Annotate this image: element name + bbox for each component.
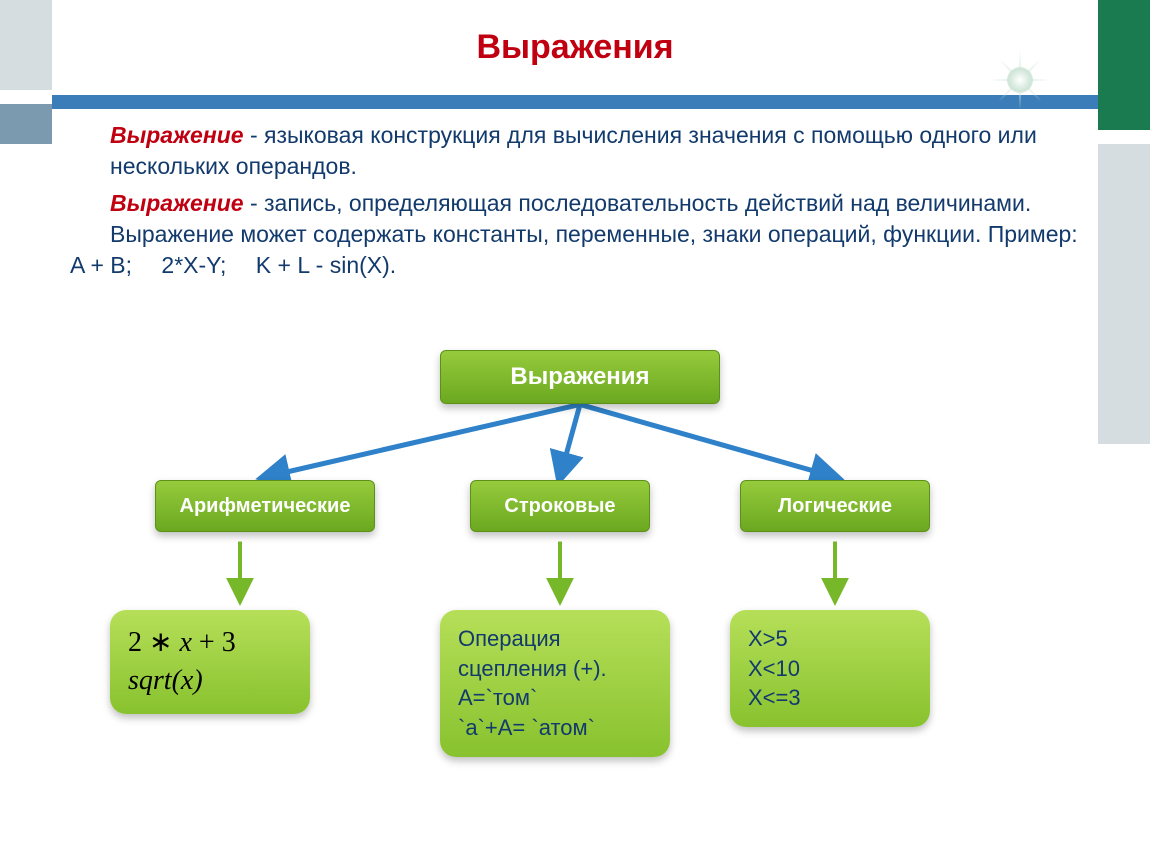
expressions-diagram: Выражения Арифметические Строковые Логич… <box>70 350 1080 864</box>
diagram-cat-logic: Логические <box>740 480 930 532</box>
diagram-connectors <box>70 350 1080 864</box>
definitions-block: Выражение - языковая конструкция для выч… <box>70 120 1080 281</box>
definition-2-text: - запись, определяющая последовательност… <box>110 190 1078 247</box>
page-title: Выражения <box>52 28 1098 67</box>
definition-2-term: Выражение <box>110 190 244 216</box>
definition-1-text: - языковая конструкция для вычисления зн… <box>110 122 1037 179</box>
example-arithmetic: 2 ∗ x + 3 sqrt(x) <box>110 610 310 714</box>
left-decor-bar <box>0 0 52 864</box>
diagram-cat-string: Строковые <box>470 480 650 532</box>
right-decor-bar <box>1098 0 1150 864</box>
definition-2: Выражение - запись, определяющая последо… <box>110 188 1080 281</box>
diagram-cat-arithmetic: Арифметические <box>155 480 375 532</box>
diagram-root-box: Выражения <box>440 350 720 404</box>
example-string: Операция сцепления (+). A=`том` `a`+A= `… <box>440 610 670 757</box>
header-stripe <box>52 95 1098 109</box>
definition-1-term: Выражение <box>110 122 244 148</box>
example-logic: X>5 X<10 X<=3 <box>730 610 930 727</box>
definition-2-example: A + B; 2*X-Y; K + L - sin(X). <box>70 250 396 281</box>
definition-1: Выражение - языковая конструкция для выч… <box>110 120 1080 182</box>
